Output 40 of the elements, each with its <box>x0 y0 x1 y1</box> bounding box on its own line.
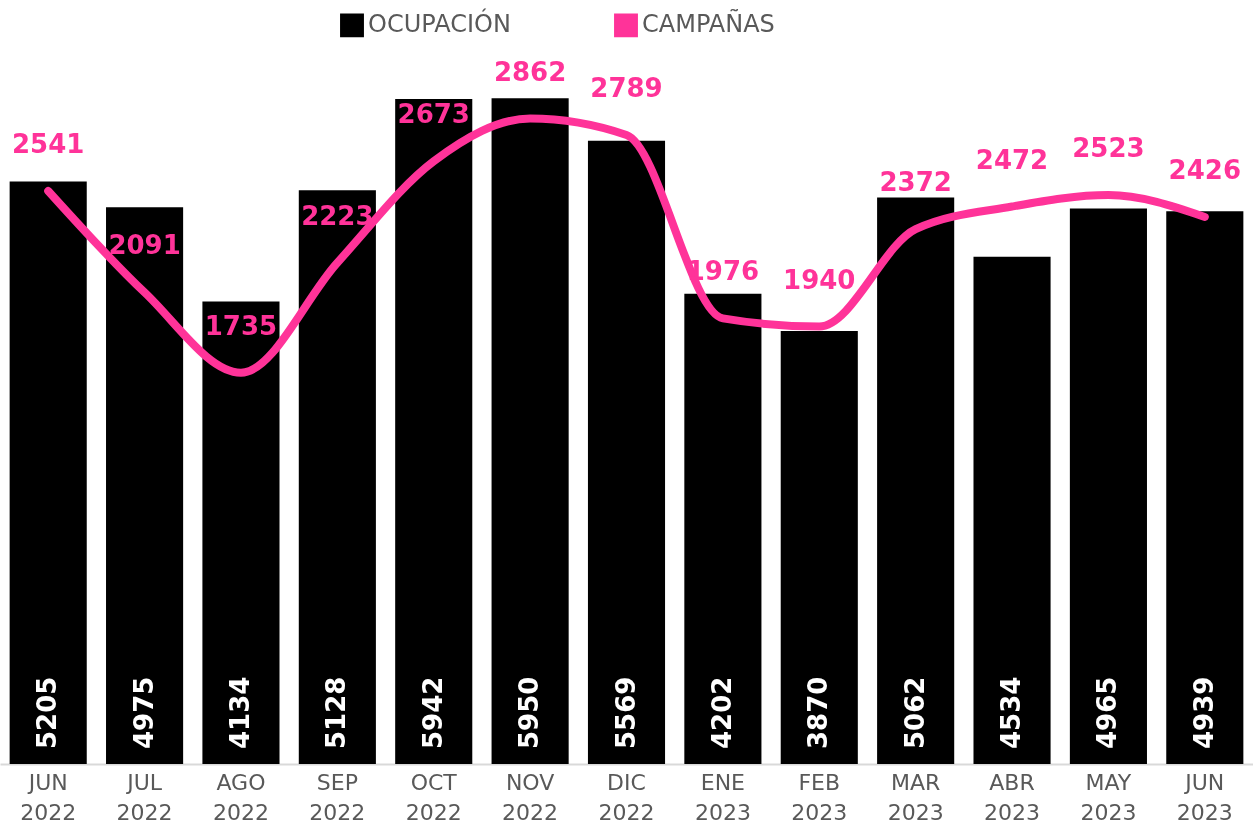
data-label: 5942 <box>417 676 448 749</box>
data-label: 2523 <box>1072 133 1145 164</box>
data-label: 5569 <box>610 676 641 749</box>
x-tick-label: DIC 2022 <box>598 769 655 825</box>
legend-label: CAMPAÑAS <box>642 8 775 39</box>
x-tick-label: FEB 2023 <box>791 769 848 825</box>
x-tick-label: SEP 2022 <box>309 769 366 825</box>
data-label: 1735 <box>204 310 278 341</box>
data-label: 2223 <box>301 200 374 231</box>
data-label: 5062 <box>899 676 930 749</box>
data-label: 4534 <box>996 676 1027 749</box>
x-tick-label: JUN 2023 <box>1176 769 1233 825</box>
x-tick-label: JUN 2022 <box>20 769 77 825</box>
data-label: 2673 <box>397 99 470 130</box>
x-tick-label: MAY 2023 <box>1080 769 1137 825</box>
data-label: 4965 <box>1092 676 1123 749</box>
legend-label: OCUPACIÓN <box>368 8 511 39</box>
data-label: 2541 <box>12 128 85 159</box>
data-label: 4202 <box>706 676 737 749</box>
x-tick-label: AGO 2022 <box>212 769 269 825</box>
data-label: 1940 <box>783 264 856 295</box>
data-label: 2426 <box>1168 154 1241 185</box>
data-label: 3870 <box>803 676 834 749</box>
data-label: 5205 <box>32 676 63 749</box>
x-tick-label: NOV 2022 <box>502 769 559 825</box>
data-label: 2472 <box>975 144 1049 175</box>
x-tick-label: MAR 2023 <box>887 769 944 825</box>
data-label: 4939 <box>1188 676 1219 749</box>
data-label: 2372 <box>879 167 952 198</box>
data-label: 4134 <box>224 676 255 749</box>
data-label: 2862 <box>493 56 567 87</box>
data-label: 5128 <box>321 676 352 749</box>
x-tick-label: ABR 2023 <box>984 769 1041 825</box>
x-tick-label: ENE 2023 <box>694 769 751 825</box>
data-label: 4975 <box>128 676 159 749</box>
x-tick-label: OCT 2022 <box>405 769 462 825</box>
x-tick-label: JUL 2022 <box>116 769 173 825</box>
data-label: 2789 <box>590 73 663 104</box>
data-label: 2091 <box>108 230 181 261</box>
data-label: 5950 <box>514 676 545 749</box>
